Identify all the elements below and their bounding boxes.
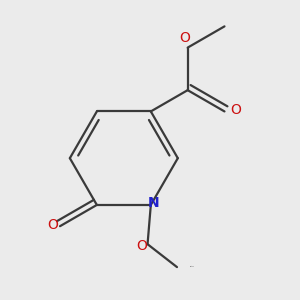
Text: methyl: methyl [189,266,194,267]
Text: N: N [148,196,159,210]
Text: O: O [179,31,190,45]
Text: O: O [47,218,58,232]
Text: O: O [230,103,241,117]
Text: O: O [136,239,147,253]
